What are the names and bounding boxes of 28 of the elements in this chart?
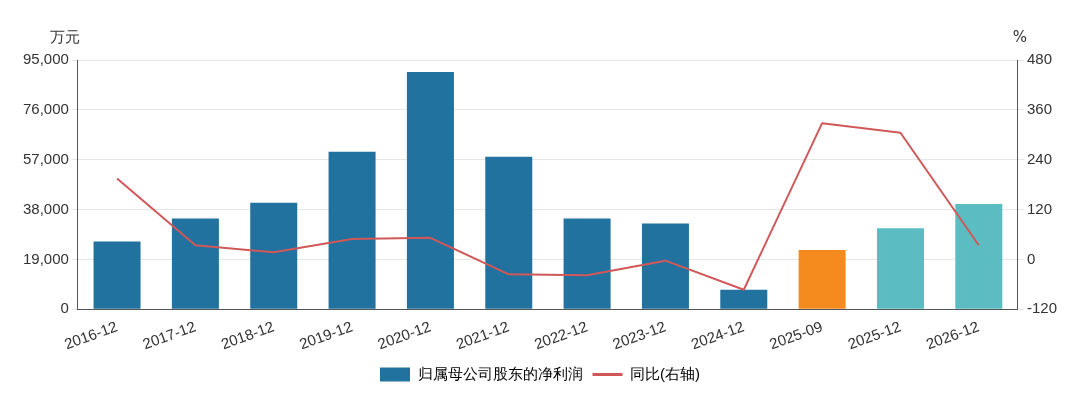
y-tick-label: 0 bbox=[60, 299, 69, 317]
bar bbox=[641, 223, 689, 309]
bar bbox=[955, 204, 1003, 309]
y2-axis-title: % bbox=[1012, 28, 1028, 47]
bar bbox=[876, 228, 924, 309]
y-axis-title: 万元 bbox=[50, 28, 80, 47]
y2-tick-label: 120 bbox=[1026, 199, 1053, 217]
bar bbox=[406, 72, 454, 309]
bar bbox=[171, 218, 219, 309]
y-tick-label: 76,000 bbox=[22, 99, 69, 117]
bar bbox=[798, 249, 846, 309]
y-tick-label: 19,000 bbox=[22, 249, 69, 267]
y-tick-label: 57,000 bbox=[22, 149, 69, 167]
y-tick-label: 38,000 bbox=[22, 199, 69, 217]
y-tick-label: 95,000 bbox=[22, 50, 69, 68]
y2-tick-label: -120 bbox=[1026, 299, 1058, 317]
y2-tick-label: 480 bbox=[1026, 50, 1053, 68]
bar bbox=[93, 241, 141, 309]
bar bbox=[328, 151, 376, 309]
bar bbox=[720, 289, 768, 309]
bar bbox=[563, 218, 611, 309]
bar bbox=[485, 156, 533, 309]
y2-tick-label: 240 bbox=[1026, 149, 1053, 167]
bar bbox=[250, 202, 298, 309]
y2-tick-label: 360 bbox=[1026, 99, 1053, 117]
y2-tick-label: 0 bbox=[1026, 249, 1036, 267]
legend-label: 同比(右轴) bbox=[630, 364, 700, 382]
legend-label: 归属母公司股东的净利润 bbox=[417, 364, 583, 382]
